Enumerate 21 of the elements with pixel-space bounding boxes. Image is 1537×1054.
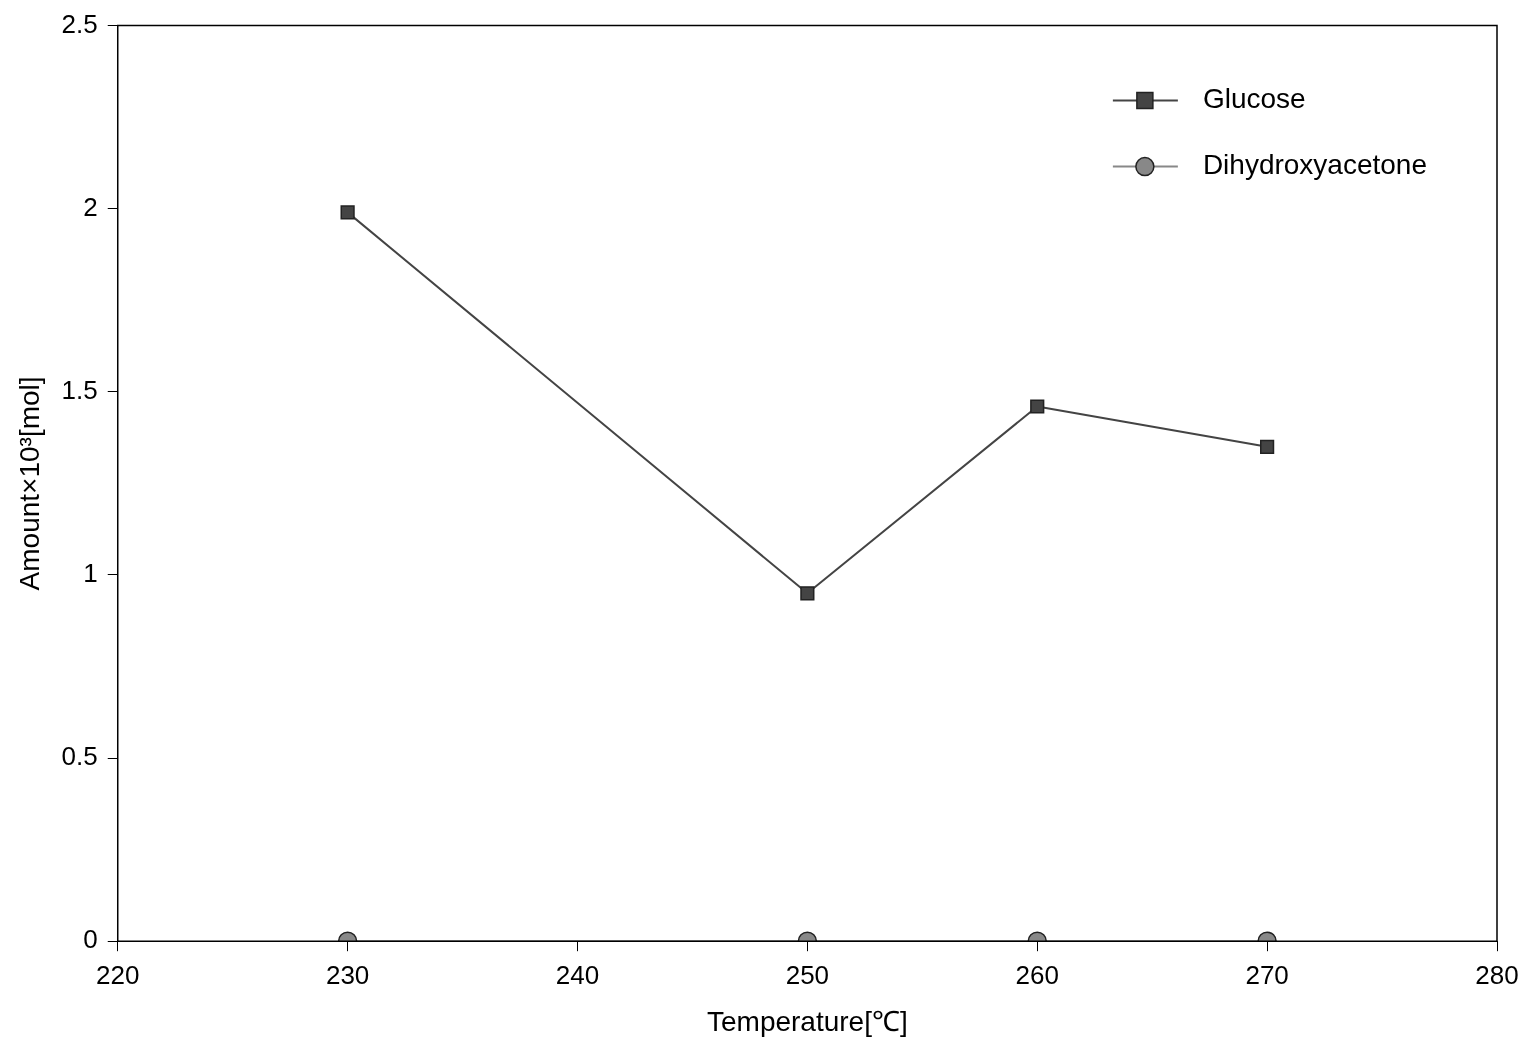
y-tick-label: 0 [83,924,98,955]
y-tick-label: 2 [83,191,98,222]
legend-label: Glucose [1202,83,1306,115]
x-axis-title: Temperature[℃] [707,1005,908,1037]
legend-label: Dihydroxyacetone [1202,149,1427,181]
point [340,205,355,220]
point [800,586,815,601]
x-tick-label: 240 [555,959,600,990]
y-tick-label: 1.5 [61,375,98,406]
x-tick-label: 230 [325,959,370,990]
y-tick-label: 1 [83,558,98,589]
point [1030,399,1045,414]
x-tick-label: 260 [1015,959,1059,990]
x-tick-label: 270 [1245,959,1289,990]
y-tick-label: 2.5 [61,8,98,39]
x-tick-label: 250 [785,959,830,990]
point [1260,439,1275,454]
y-tick-label: 0.5 [61,741,98,772]
x-tick-label: 280 [1475,959,1519,990]
y-axis-title: Amount×10³[mol] [13,376,45,591]
x-tick-label: 220 [96,959,140,990]
